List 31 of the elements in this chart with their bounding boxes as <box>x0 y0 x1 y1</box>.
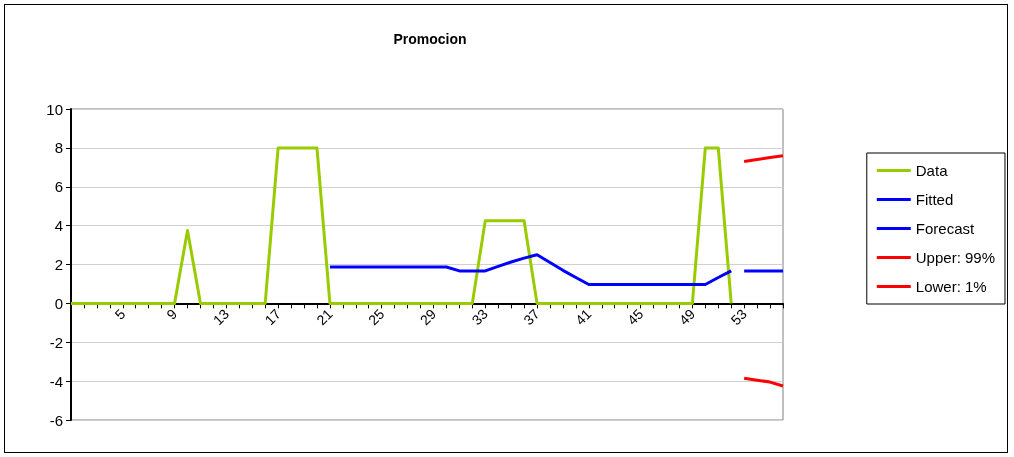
line-series <box>328 253 733 287</box>
y-tick-label: 4 <box>54 217 63 235</box>
y-tick-label: 6 <box>54 178 63 196</box>
x-tick-label: 5 <box>111 305 129 323</box>
x-tick-label: 25 <box>365 305 388 329</box>
legend-label: Fitted <box>915 191 954 208</box>
x-tick-label: 17 <box>261 305 284 329</box>
x-tick-label: 21 <box>313 305 336 329</box>
y-tick-label: -6 <box>49 411 63 429</box>
x-tick-label: 53 <box>727 305 750 329</box>
x-tick-label: 45 <box>623 305 647 329</box>
x-tick-label: 13 <box>209 305 233 329</box>
x-tick-label: 49 <box>675 305 699 329</box>
x-tick-label: 33 <box>468 305 492 329</box>
x-tick-label: 41 <box>572 305 595 329</box>
line-series <box>69 146 733 305</box>
legend-label: Forecast <box>915 220 975 237</box>
y-tick-label: 2 <box>54 256 63 273</box>
line-series <box>742 376 785 388</box>
x-tick-label: 9 <box>163 305 181 323</box>
y-tick-label: 8 <box>54 139 63 157</box>
y-tick-label: -4 <box>49 372 63 390</box>
chart-title: Promocion <box>393 31 467 47</box>
x-tick-label: 37 <box>520 305 543 329</box>
y-tick-label: 0 <box>54 294 63 312</box>
legend-label: Data <box>915 162 949 179</box>
y-tick-label: 10 <box>46 100 63 118</box>
x-tick-label: 29 <box>416 305 440 329</box>
y-tick-label: -2 <box>49 333 63 351</box>
legend-label: Lower: 1% <box>915 278 987 295</box>
legend-label: Upper: 99% <box>915 249 996 266</box>
